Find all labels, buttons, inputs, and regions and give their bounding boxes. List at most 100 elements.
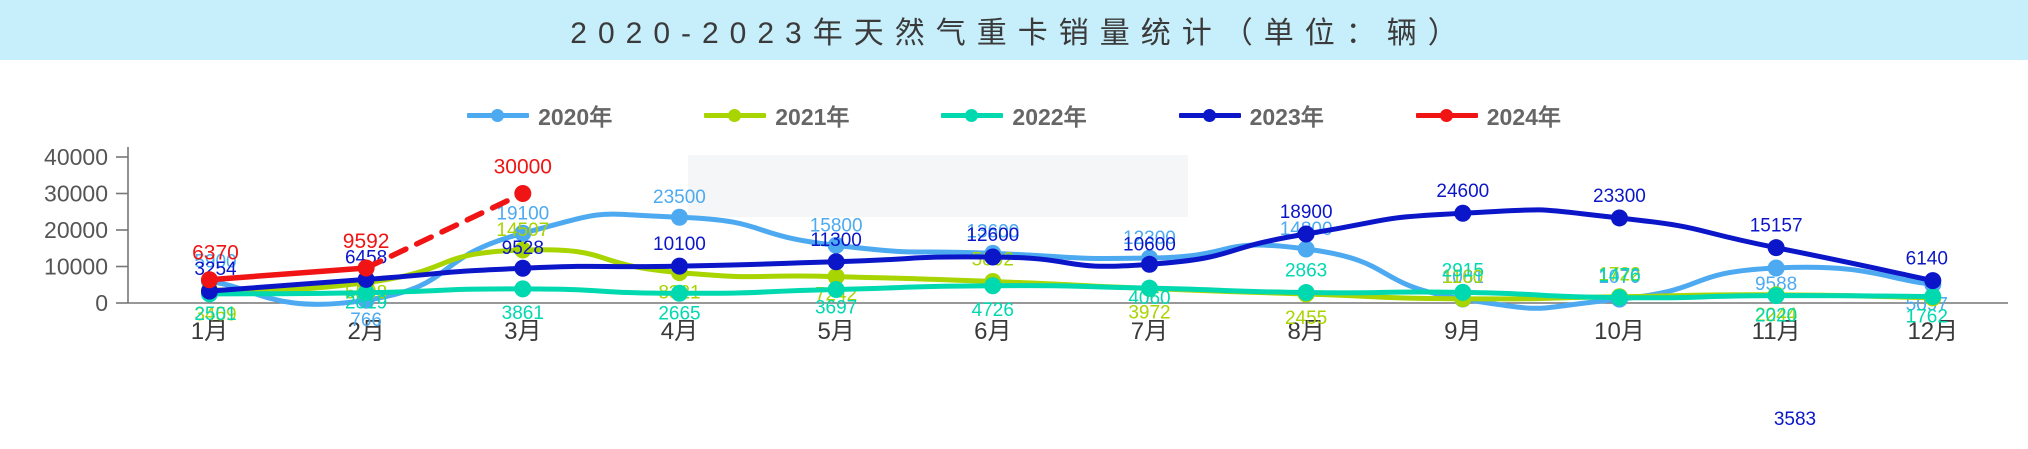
- data-label: 23500: [653, 187, 706, 208]
- data-point[interactable]: [357, 259, 375, 277]
- legend-label-2022: 2022年: [1012, 104, 1087, 130]
- x-tick-label: 3月: [504, 318, 541, 345]
- x-tick-label: 1月: [191, 318, 228, 345]
- x-tick-label: 9月: [1444, 318, 1481, 345]
- legend-item-2022[interactable]: 2022年: [941, 98, 1087, 132]
- series-line-2022年: [206, 283, 1936, 301]
- data-point[interactable]: [1454, 283, 1472, 301]
- data-label: 2501: [194, 304, 236, 325]
- data-label: 9592: [343, 230, 390, 253]
- chart-legend: 2020年 2021年 2022年 2023年 2024年: [0, 95, 2028, 135]
- data-label: 13600: [966, 221, 1019, 242]
- data-label: 1081: [1442, 267, 1484, 288]
- y-tick-label: 30000: [44, 181, 108, 207]
- data-point[interactable]: [1297, 284, 1315, 302]
- data-point[interactable]: [827, 268, 845, 286]
- line-chart: 0 10000 20000 30000 40000 1月 2月 3月 4月 5月 6月 7月 8月 9月 1…: [44, 144, 2008, 430]
- data-point[interactable]: [1610, 209, 1628, 227]
- legend-label-2020: 2020年: [538, 104, 613, 130]
- data-label: 3972: [1128, 303, 1170, 324]
- data-label: 3861: [502, 303, 544, 324]
- data-point[interactable]: [670, 257, 688, 275]
- series-line-2024: [206, 265, 369, 283]
- data-point[interactable]: [1610, 289, 1628, 307]
- data-point[interactable]: [670, 208, 688, 226]
- data-label: 1160: [1442, 267, 1483, 288]
- series-line-2023年: [206, 207, 1936, 294]
- legend-swatch-2021-icon: [704, 106, 767, 124]
- legend-swatch-2020-icon: [467, 106, 530, 124]
- legend-swatch-2023-icon: [1178, 106, 1241, 124]
- data-label: 30000: [494, 156, 552, 179]
- data-label: 15157: [1750, 216, 1803, 237]
- data-label: 19100: [496, 203, 549, 224]
- data-label: 6140: [1906, 249, 1948, 270]
- legend-swatch-2024-icon: [1415, 106, 1478, 124]
- data-point[interactable]: [514, 241, 532, 259]
- data-point[interactable]: [514, 224, 532, 242]
- background-patch: [688, 155, 1188, 217]
- data-label: 766: [350, 310, 382, 331]
- data-label: 5900: [194, 251, 236, 272]
- x-tick-label: 8月: [1287, 318, 1324, 345]
- x-tick-label: 2月: [347, 318, 384, 345]
- legend-item-2020[interactable]: 2020年: [467, 98, 612, 132]
- y-tick-label: 20000: [44, 217, 108, 243]
- data-point[interactable]: [670, 284, 688, 302]
- data-point[interactable]: [1454, 204, 1472, 222]
- data-label: 4726: [972, 300, 1014, 321]
- x-tick-label: 12月: [1907, 318, 1958, 345]
- data-label: 24600: [1436, 181, 1489, 202]
- data-label: 2665: [658, 303, 700, 324]
- data-label: 3697: [815, 298, 857, 319]
- data-label: 2915: [1442, 260, 1484, 281]
- data-point[interactable]: [514, 280, 532, 298]
- data-label: 18900: [1280, 202, 1333, 223]
- data-point[interactable]: [1140, 255, 1158, 273]
- data-label: 1476: [1598, 266, 1640, 287]
- data-point[interactable]: [200, 271, 218, 289]
- page-title: 2020-2023年天然气重卡销量统计（单位：辆）: [570, 17, 1469, 50]
- legend-item-2021[interactable]: 2021年: [704, 98, 849, 132]
- data-point[interactable]: [357, 284, 375, 302]
- data-label: 11300: [810, 230, 861, 251]
- legend-label-2024: 2024年: [1486, 104, 1561, 130]
- data-label: 14507: [496, 220, 549, 241]
- y-tick-label: 0: [95, 290, 108, 316]
- legend-item-2024[interactable]: 2024年: [1415, 98, 1561, 132]
- data-point[interactable]: [514, 259, 532, 277]
- data-point[interactable]: [1924, 272, 1942, 290]
- data-point[interactable]: [1297, 225, 1315, 243]
- data-label: 15800: [810, 215, 863, 236]
- y-tick-label: 10000: [44, 254, 108, 280]
- x-tick-label: 10月: [1594, 318, 1645, 345]
- legend-swatch-2022-icon: [941, 106, 1004, 124]
- data-label: 12600: [966, 225, 1019, 246]
- data-point[interactable]: [1767, 259, 1785, 277]
- x-tick-label: 5月: [817, 318, 854, 345]
- data-point[interactable]: [514, 185, 532, 202]
- data-label: 2863: [1285, 261, 1327, 282]
- data-point[interactable]: [984, 248, 1002, 266]
- legend-item-2023[interactable]: 2023年: [1178, 98, 1324, 132]
- data-label: 10600: [1123, 234, 1176, 255]
- data-label: 1762: [1906, 307, 1948, 328]
- data-point[interactable]: [827, 253, 845, 271]
- data-point[interactable]: [1140, 279, 1158, 297]
- data-label: 6370: [192, 242, 239, 265]
- data-point[interactable]: [1924, 288, 1942, 306]
- data-label: 23300: [1593, 186, 1646, 207]
- data-point[interactable]: [984, 277, 1002, 295]
- data-label: 9528: [502, 238, 544, 259]
- x-tick-label: 11月: [1752, 318, 1801, 345]
- data-point[interactable]: [1297, 240, 1315, 258]
- data-label: 2020: [1755, 306, 1797, 327]
- data-point[interactable]: [827, 281, 845, 299]
- chart-plot-area: 0 10000 20000 30000 40000 1月 2月 3月 4月 5月 6月 7月 8月 9月 1…: [0, 135, 2028, 449]
- data-point[interactable]: [827, 236, 845, 254]
- data-point[interactable]: [1767, 287, 1785, 305]
- data-label: 3459: [194, 304, 236, 325]
- data-point[interactable]: [1767, 239, 1785, 257]
- x-tick-label: 6月: [974, 318, 1011, 345]
- data-label: 2819: [345, 293, 387, 314]
